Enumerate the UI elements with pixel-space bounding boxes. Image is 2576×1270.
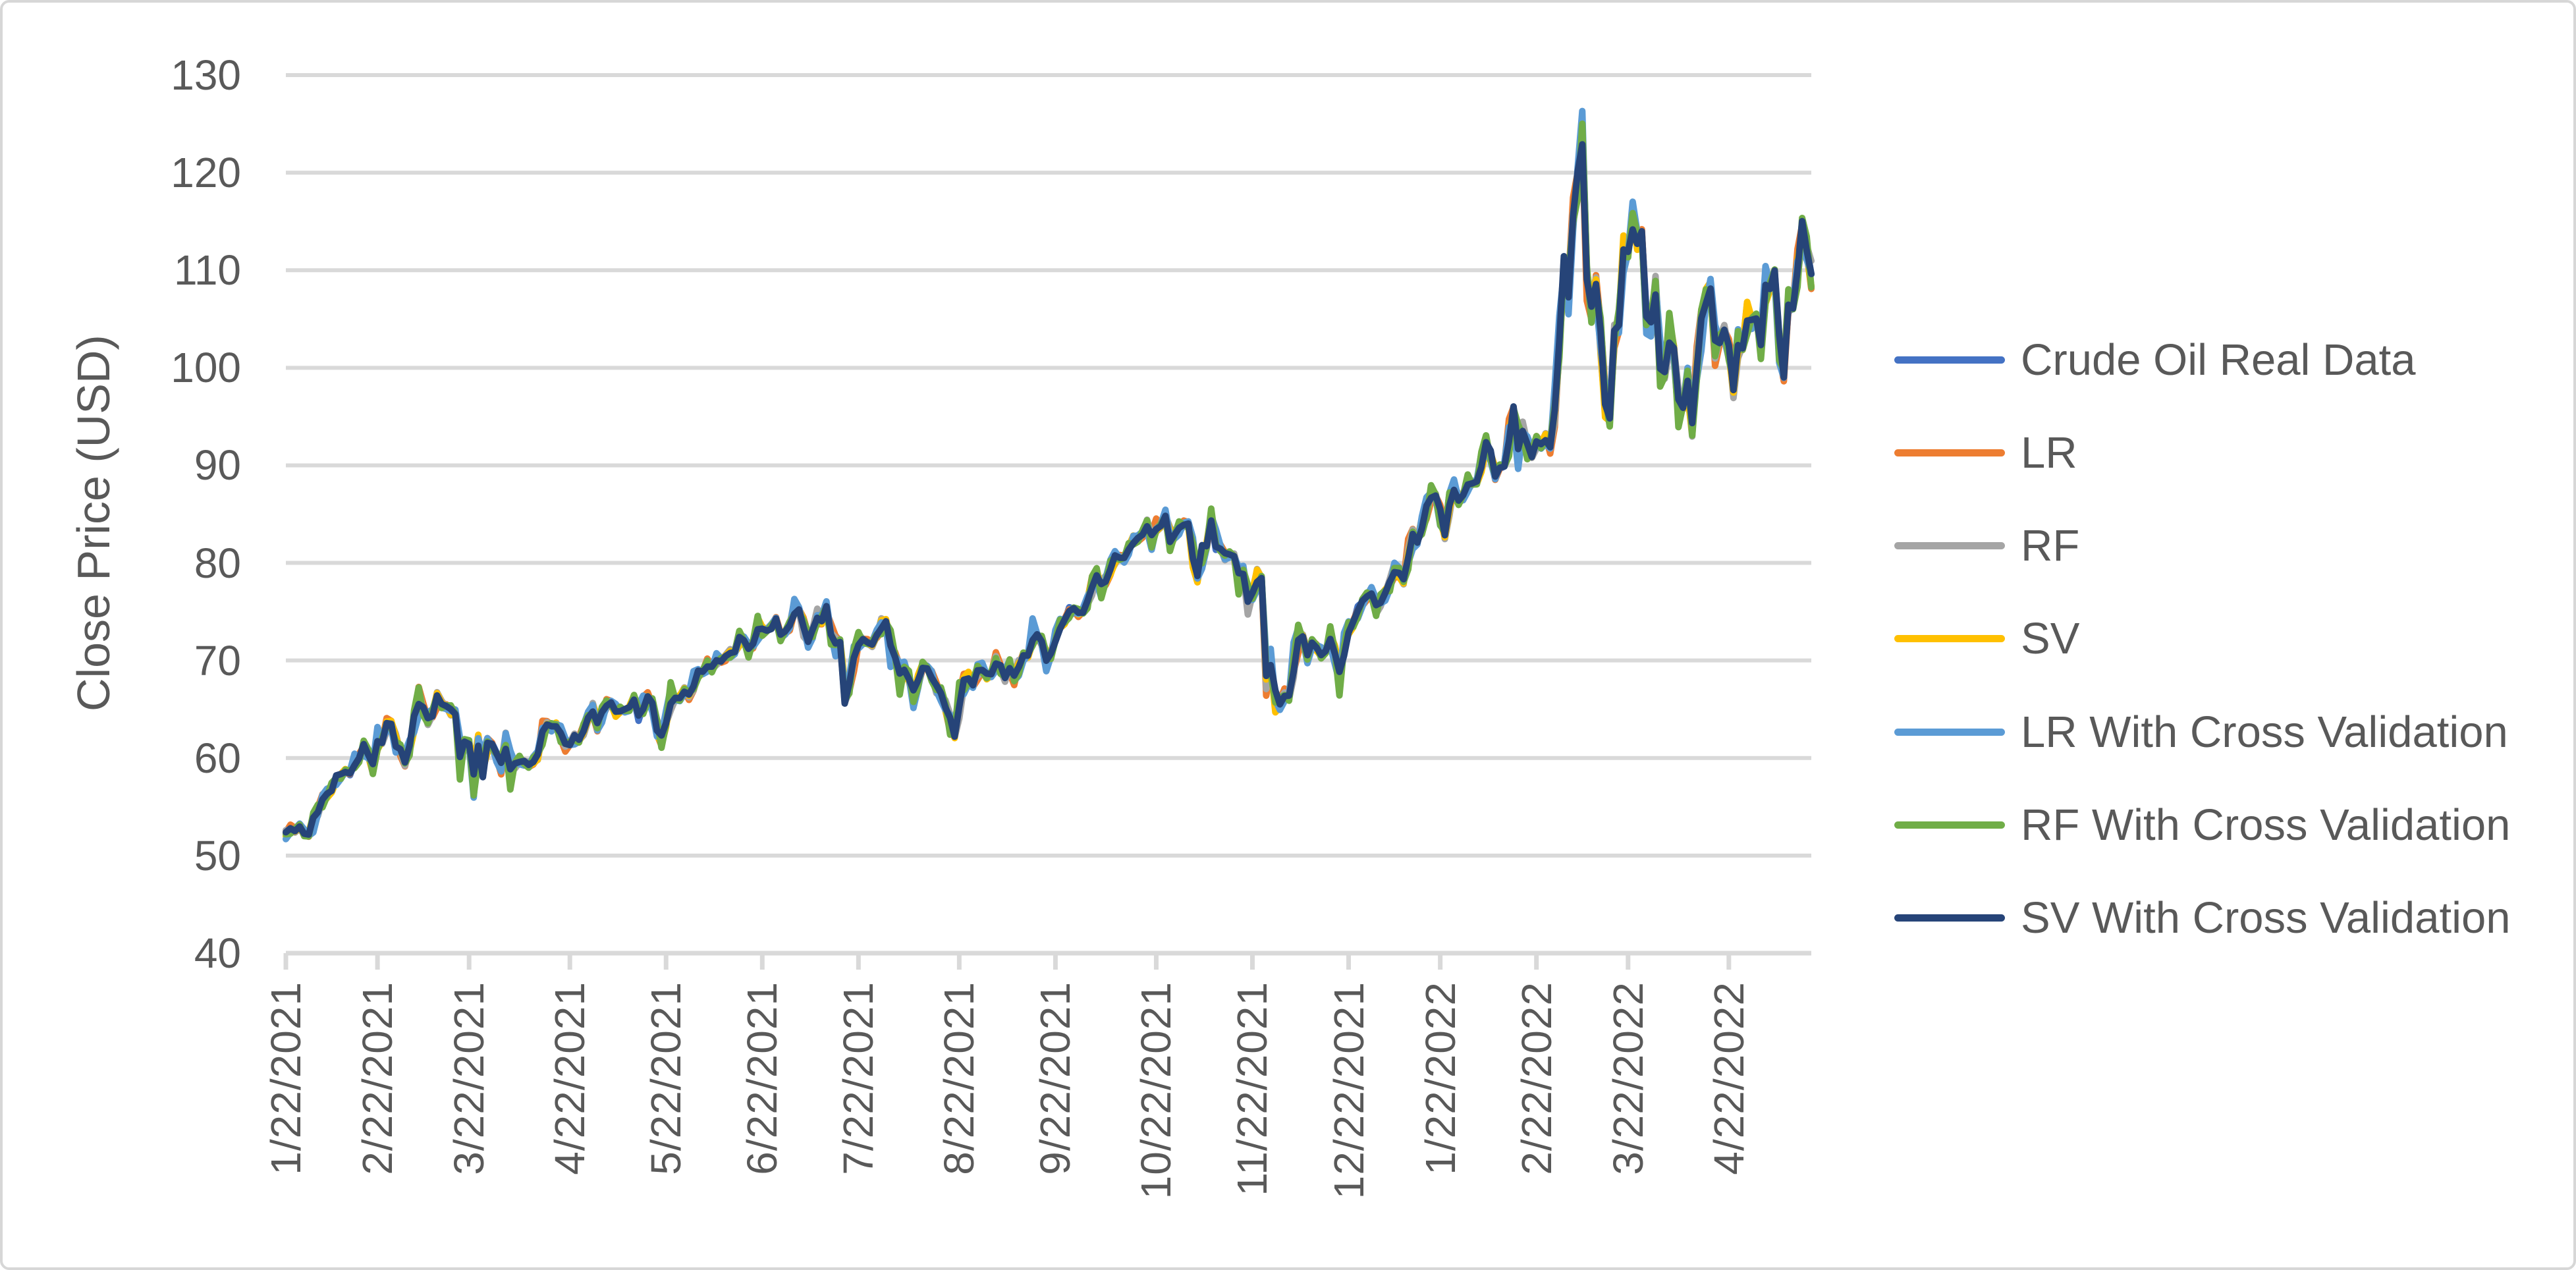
legend-swatch bbox=[1894, 449, 2005, 456]
legend-swatch bbox=[1894, 542, 2005, 550]
x-axis-tick-label: 4/22/2022 bbox=[1705, 981, 1753, 1175]
y-axis-tick-label: 50 bbox=[194, 831, 241, 879]
legend-swatch bbox=[1894, 914, 2005, 922]
x-axis-tick-label: 3/22/2022 bbox=[1604, 981, 1652, 1175]
x-axis-tick-label: 8/22/2021 bbox=[935, 981, 983, 1175]
y-axis-tick-label: 90 bbox=[194, 441, 241, 489]
legend-label: SV bbox=[2021, 614, 2080, 664]
series-line-lr bbox=[283, 142, 1815, 841]
x-axis-tick-label: 5/22/2021 bbox=[642, 981, 690, 1175]
x-axis-tick-label: 2/22/2022 bbox=[1512, 981, 1560, 1175]
legend-item-rf-with-cross-validation: RF With Cross Validation bbox=[1894, 800, 2510, 850]
legend-item-lr-with-cross-validation: LR With Cross Validation bbox=[1894, 707, 2508, 757]
y-axis-tick-label: 60 bbox=[194, 734, 241, 782]
x-axis-tick-label: 1/22/2021 bbox=[262, 981, 310, 1175]
legend-label: Crude Oil Real Data bbox=[2021, 335, 2416, 385]
x-axis-tick-label: 4/22/2021 bbox=[546, 981, 594, 1175]
y-axis-tick-label: 40 bbox=[194, 929, 241, 977]
x-axis-tick-label: 3/22/2021 bbox=[445, 981, 493, 1175]
legend-item-sv-with-cross-validation: SV With Cross Validation bbox=[1894, 893, 2510, 943]
x-axis-tick-label: 2/22/2021 bbox=[354, 981, 402, 1175]
y-axis-tick-label: 100 bbox=[171, 344, 241, 392]
legend-label: RF With Cross Validation bbox=[2021, 800, 2511, 850]
y-axis-tick-label: 130 bbox=[171, 51, 241, 99]
y-axis-tick-label: 80 bbox=[194, 539, 241, 587]
legend-item-crude-oil-real-data: Crude Oil Real Data bbox=[1894, 335, 2416, 385]
legend-swatch bbox=[1894, 728, 2005, 736]
legend-item-rf: RF bbox=[1894, 521, 2079, 571]
x-axis-tick-label: 6/22/2021 bbox=[738, 981, 786, 1175]
legend-label: LR bbox=[2021, 428, 2077, 478]
y-axis-tick-label: 70 bbox=[194, 636, 241, 684]
x-axis-tick-label: 1/22/2022 bbox=[1416, 981, 1464, 1175]
legend-item-lr: LR bbox=[1894, 428, 2077, 478]
legend-swatch bbox=[1894, 635, 2005, 643]
y-axis-tick-label: 120 bbox=[171, 149, 241, 197]
plot-area bbox=[283, 73, 1815, 970]
x-axis-tick-label: 9/22/2021 bbox=[1031, 981, 1080, 1175]
legend-label: SV With Cross Validation bbox=[2021, 893, 2511, 943]
legend-label: RF bbox=[2021, 521, 2080, 571]
legend-item-sv: SV bbox=[1894, 614, 2079, 664]
y-axis-tick-label: 110 bbox=[173, 246, 241, 294]
legend-swatch bbox=[1894, 821, 2005, 829]
series-line-sv-with-cross-validation bbox=[283, 141, 1815, 838]
legend: Crude Oil Real Data LR RF SV LR With Cross V… bbox=[1894, 3, 2573, 1270]
x-axis-tick-label: 10/22/2021 bbox=[1132, 981, 1180, 1200]
x-axis-tick-label: 7/22/2021 bbox=[835, 981, 883, 1175]
x-axis-tick-label: 11/22/2021 bbox=[1228, 981, 1276, 1196]
x-axis-tick-label: 12/22/2021 bbox=[1325, 981, 1373, 1200]
legend-swatch bbox=[1894, 356, 2005, 364]
legend-label: LR With Cross Validation bbox=[2021, 707, 2508, 757]
